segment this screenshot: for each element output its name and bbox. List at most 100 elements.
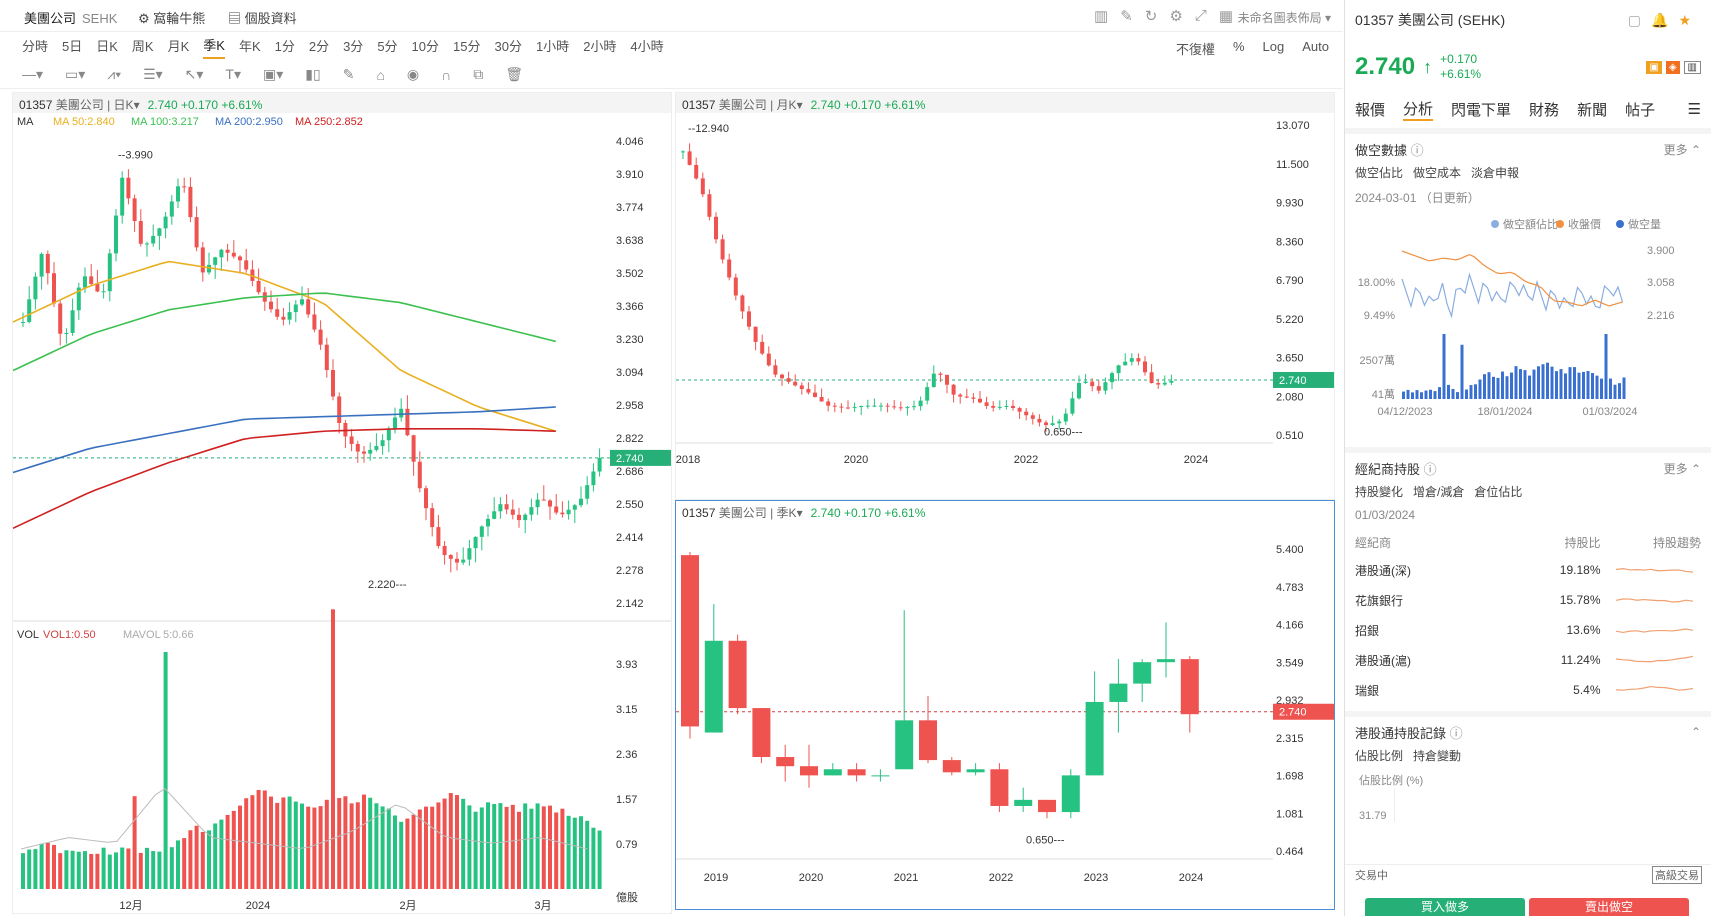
sidebar-tab-4[interactable]: 新聞	[1577, 101, 1608, 119]
help-icon-2[interactable]: ⓘ	[1423, 461, 1437, 477]
magnet-icon[interactable]: ∩	[441, 66, 452, 83]
broker-row[interactable]: 瑞銀 5.4%	[1345, 675, 1711, 705]
period-tab-13[interactable]: 30分	[494, 39, 522, 54]
period-tab-12[interactable]: 15分	[453, 39, 481, 54]
quarterly-chart-panel[interactable]: 01357 美團公司 | 季K▾ 2.740 +0.170 +6.61% 5.40…	[675, 500, 1335, 910]
layers-icon[interactable]: ⧉	[473, 66, 484, 82]
quarterly-last-price-label: 2.740	[1279, 707, 1307, 719]
eye-icon[interactable]: ◉	[406, 66, 420, 82]
broker-subtab-position[interactable]: 倉位佔比	[1474, 485, 1523, 499]
broker-row[interactable]: 花旗銀行 15.78%	[1345, 585, 1711, 615]
monthly-candle	[1136, 358, 1141, 362]
broker-more[interactable]: 更多 ⌃	[1663, 461, 1701, 476]
daily-vol-bar	[312, 807, 317, 889]
daily-chart-panel[interactable]: 01357 美團公司 | 日K▾ 2.740 +0.170 +6.61% MA MA…	[12, 92, 672, 914]
quarterly-chart[interactable]: 5.4004.7834.1663.5492.9322.3151.6981.081…	[676, 521, 1335, 909]
lock-icon[interactable]: ⌂	[376, 66, 385, 83]
trash-icon[interactable]: 🗑	[505, 66, 523, 82]
collapse-icon[interactable]: ⌃	[1690, 725, 1701, 739]
chart-type-icon[interactable]: ▥	[1094, 8, 1109, 25]
period-option-0[interactable]: 不復權	[1175, 42, 1215, 57]
label-tool-icon[interactable]: ▣▾	[263, 66, 284, 82]
period-tab-6[interactable]: 年K	[238, 39, 261, 54]
help-icon[interactable]: ⓘ	[1410, 142, 1424, 158]
sell-short-button[interactable]: 賣出做空	[1529, 898, 1689, 916]
badge-icon-3[interactable]: ▥	[1683, 60, 1701, 74]
badge-icon-2[interactable]: ◈	[1665, 60, 1680, 74]
sidebar-tab-0[interactable]: 報價	[1355, 101, 1386, 119]
broker-row[interactable]: 港股通(滬) 11.24%	[1345, 645, 1711, 675]
period-tab-11[interactable]: 10分	[411, 39, 440, 54]
text-tool-icon[interactable]: T▾	[225, 66, 242, 82]
period-option-3[interactable]: Auto	[1302, 39, 1329, 54]
refresh-icon[interactable]: ↻	[1144, 8, 1158, 25]
period-option-1[interactable]: %	[1232, 39, 1245, 54]
period-tab-16[interactable]: 4小時	[630, 39, 664, 54]
buy-long-button[interactable]: 買入做多	[1365, 898, 1525, 916]
profile-link[interactable]: ▤ 個股資料	[228, 11, 297, 26]
period-option-2[interactable]: Log	[1262, 39, 1285, 54]
daily-candle	[269, 301, 273, 310]
badge-icon-1[interactable]: ▣	[1646, 60, 1662, 74]
warrant-link[interactable]: ⚙ 窩輪牛熊	[138, 11, 206, 26]
broker-subtab-addreduce[interactable]: 增倉/減倉	[1413, 485, 1465, 499]
broker-row[interactable]: 招銀 13.6%	[1345, 615, 1711, 645]
menu-icon[interactable]: ☰	[1687, 101, 1701, 118]
daily-candle	[442, 546, 447, 556]
quarterly-ytick: 0.464	[1276, 846, 1304, 858]
period-tab-9[interactable]: 3分	[343, 39, 364, 54]
fullscreen-icon[interactable]: ⤢	[1194, 7, 1207, 24]
indicator-icon[interactable]: ▮▯	[305, 66, 321, 82]
monthly-chart[interactable]: 13.070 11.500 9.930 8.360 6.790 5.220 3.650 2.0…	[676, 113, 1335, 499]
rect-tool-icon[interactable]: ▭▾	[65, 66, 86, 82]
gear-icon[interactable]: ⚙	[1169, 8, 1183, 25]
period-tab-4[interactable]: 月K	[167, 39, 190, 54]
period-tab-0[interactable]: 分時	[22, 39, 49, 54]
draw-icon[interactable]: ✎	[1120, 8, 1133, 25]
grid-layout-icon[interactable]: ▦	[1218, 8, 1233, 25]
period-tab-10[interactable]: 5分	[377, 39, 398, 54]
period-tab-3[interactable]: 周K	[131, 39, 154, 54]
layout-dropdown[interactable]: 未命名圖表佈局 ▾	[1237, 11, 1331, 25]
daily-candle	[473, 536, 478, 549]
monthly-chart-panel[interactable]: 01357 美團公司 | 月K▾ 2.740 +0.170 +6.61% 13.0…	[675, 92, 1335, 500]
connect-subtab-ratio[interactable]: 佔股比例	[1355, 749, 1404, 763]
period-tab-5[interactable]: 季K	[203, 35, 225, 59]
quarterly-ytick: 2.315	[1276, 733, 1304, 745]
fib-tool-icon[interactable]: ☰▾	[143, 66, 163, 82]
short-chart[interactable]: 做空額佔比 收盤價 做空量 18.00% 9.49% 3.900 3.058 2.216 250…	[1345, 214, 1711, 444]
broker-row[interactable]: 港股通(深) 19.18%	[1345, 555, 1711, 585]
sidebar-tab-3[interactable]: 財務	[1529, 101, 1560, 119]
monthly-candle	[898, 407, 903, 409]
help-icon-3[interactable]: ⓘ	[1449, 725, 1463, 741]
daily-chart[interactable]: MA MA 50:2.840 MA 100:3.217 MA 200:2.950 MA …	[13, 113, 672, 913]
wave-tool-icon[interactable]: ⩘▾	[107, 66, 122, 82]
short-subtab-filings[interactable]: 淡倉申報	[1471, 166, 1520, 180]
line-tool-icon[interactable]: —▾	[22, 66, 44, 82]
sidebar-tab-5[interactable]: 帖子	[1625, 101, 1656, 119]
connect-subtab-change[interactable]: 持倉變動	[1413, 749, 1462, 763]
daily-candle	[393, 417, 397, 429]
monthly-candle	[885, 405, 890, 407]
short-close-line	[1401, 250, 1623, 307]
daily-candle	[188, 186, 193, 218]
broker-subtab-change[interactable]: 持股變化	[1355, 485, 1404, 499]
advanced-trade-button[interactable]: 高級交易	[1652, 865, 1702, 884]
star-icon[interactable]: ★	[1678, 11, 1701, 28]
period-tab-7[interactable]: 1分	[274, 39, 295, 54]
period-tab-14[interactable]: 1小時	[535, 39, 570, 54]
period-tab-2[interactable]: 日K	[96, 39, 118, 54]
short-subtab-cost[interactable]: 做空成本	[1413, 166, 1462, 180]
share-icon[interactable]: ▢	[1627, 11, 1651, 28]
period-tab-8[interactable]: 2分	[308, 39, 330, 54]
arrow-tool-icon[interactable]: ↖▾	[184, 66, 204, 82]
bell-icon[interactable]: 🔔	[1651, 11, 1679, 28]
sidebar-tab-2[interactable]: 閃電下單	[1451, 101, 1512, 119]
short-more[interactable]: 更多 ⌃	[1663, 142, 1701, 157]
daily-vol-bar	[151, 851, 156, 889]
period-tab-15[interactable]: 2小時	[583, 39, 617, 54]
sidebar-tab-1[interactable]: 分析	[1403, 98, 1434, 121]
short-subtab-ratio[interactable]: 做空佔比	[1355, 166, 1404, 180]
period-tab-1[interactable]: 5日	[62, 39, 83, 54]
pen-icon[interactable]: ✎	[342, 66, 355, 82]
